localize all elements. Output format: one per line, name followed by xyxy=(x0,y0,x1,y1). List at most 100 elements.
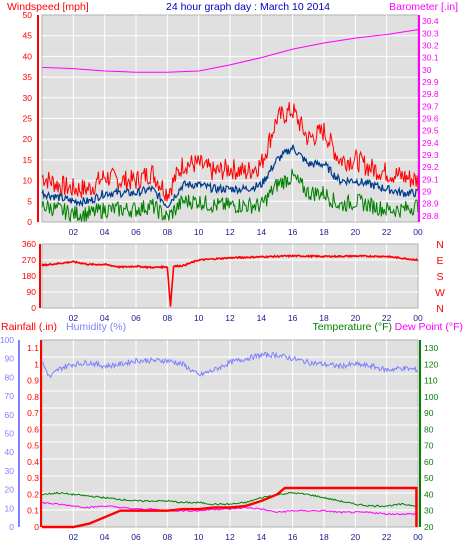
wind-x-tick-label: 12 xyxy=(225,227,235,237)
temperature-y-tick-label: 60 xyxy=(424,457,434,467)
rainfall-series xyxy=(42,486,418,529)
wind-panel xyxy=(41,14,419,223)
temperature-y-tick-label: 90 xyxy=(424,408,434,418)
humidity-y-tick-label: 80 xyxy=(5,372,15,382)
wind-low-series xyxy=(41,168,419,223)
direction-x-tick-label: 12 xyxy=(225,313,235,323)
direction-x-tick-label: 00 xyxy=(413,313,423,323)
barometer-y-tick-label: 30.1 xyxy=(422,53,439,63)
graph-title: 24 hour graph day : March 10 2014 xyxy=(166,1,330,13)
wind-gust-series xyxy=(41,101,419,202)
rainfall-y-tick-label: 1 xyxy=(34,359,39,369)
barometer-y-tick-label: 29 xyxy=(422,187,432,197)
temperature-y-tick-label: 120 xyxy=(424,359,438,369)
direction-y-tick-label: 180 xyxy=(22,271,36,281)
rainfall-y-tick-label: 0.5 xyxy=(27,441,39,451)
wind-y-tick-label: 35 xyxy=(23,72,33,82)
humidity-y-tick-label: 60 xyxy=(5,410,15,420)
weather-x-tick-label: 02 xyxy=(69,532,79,542)
direction-y-tick-label: 90 xyxy=(27,287,37,297)
direction-y-tick-label: 360 xyxy=(22,239,36,249)
wind-y-tick-label: 20 xyxy=(23,134,33,144)
direction-compass-label: W xyxy=(435,287,445,299)
direction-x-tick-label: 08 xyxy=(163,313,173,323)
temperature-series xyxy=(41,491,419,508)
wind-y-tick-label: 50 xyxy=(23,10,33,20)
barometer-y-tick-label: 28.9 xyxy=(422,199,439,209)
humidity-y-tick-label: 0 xyxy=(9,522,14,532)
temperature-y-tick-label: 50 xyxy=(424,473,434,483)
barometer-y-tick-label: 29.3 xyxy=(422,150,439,160)
direction-x-tick-label: 06 xyxy=(131,313,141,323)
wind-x-tick-label: 00 xyxy=(413,227,423,237)
wind-x-tick-label: 02 xyxy=(69,227,79,237)
barometer-y-tick-label: 30.3 xyxy=(422,28,439,38)
direction-y-tick-label: 0 xyxy=(31,303,36,313)
wind-x-tick-label: 18 xyxy=(319,227,329,237)
weather-x-tick-label: 00 xyxy=(413,532,423,542)
wind-x-tick-label: 16 xyxy=(288,227,298,237)
barometer-y-tick-label: 30.2 xyxy=(422,40,439,50)
barometer-y-tick-label: 29.8 xyxy=(422,89,439,99)
wind-x-tick-label: 10 xyxy=(194,227,204,237)
marks-layer: 0510152025303540455028.828.92929.129.229… xyxy=(0,10,445,542)
barometer-y-tick-label: 29.7 xyxy=(422,101,439,111)
wind-x-tick-label: 20 xyxy=(351,227,361,237)
barometer-y-tick-label: 29.9 xyxy=(422,77,439,87)
weather-x-tick-label: 04 xyxy=(100,532,110,542)
barometer-series xyxy=(41,29,419,73)
humidity-y-tick-label: 40 xyxy=(5,447,15,457)
direction-x-tick-label: 18 xyxy=(319,313,329,323)
rainfall-y-tick-label: 0.9 xyxy=(27,376,39,386)
temperature-y-tick-label: 40 xyxy=(424,489,434,499)
wind-x-tick-label: 22 xyxy=(382,227,392,237)
rainfall-y-tick-label: 0.6 xyxy=(27,424,39,434)
wind-y-tick-label: 25 xyxy=(23,114,33,124)
wind-y-tick-label: 10 xyxy=(23,176,33,186)
wind-y-tick-label: 15 xyxy=(23,155,33,165)
direction-x-tick-label: 20 xyxy=(351,313,361,323)
direction-x-tick-label: 10 xyxy=(194,313,204,323)
barometer-y-tick-label: 29.6 xyxy=(422,114,439,124)
wind-y-tick-label: 40 xyxy=(23,51,33,61)
barometer-y-tick-label: 28.8 xyxy=(422,211,439,221)
humidity-y-tick-label: 90 xyxy=(5,354,15,364)
barometer-y-tick-label: 29.2 xyxy=(422,162,439,172)
direction-y-tick-label: 270 xyxy=(22,255,36,265)
wind-x-tick-label: 06 xyxy=(131,227,141,237)
rainfall-y-tick-label: 0.7 xyxy=(27,408,39,418)
direction-x-tick-label: 02 xyxy=(69,313,79,323)
weather-panel xyxy=(41,339,419,528)
rainfall-axis-title: Rainfall (.in) xyxy=(1,321,57,333)
wind-y-tick-label: 45 xyxy=(23,31,33,41)
rainfall-y-tick-label: 0.3 xyxy=(27,473,39,483)
direction-compass-label: N xyxy=(436,239,444,251)
rainfall-y-tick-label: 0.8 xyxy=(27,392,39,402)
weather-x-tick-label: 18 xyxy=(319,532,329,542)
wind-x-tick-label: 08 xyxy=(163,227,173,237)
humidity-series xyxy=(41,351,419,379)
wind-x-tick-label: 04 xyxy=(100,227,110,237)
wind-y-tick-label: 0 xyxy=(27,217,32,227)
wind-average-series xyxy=(41,144,419,209)
wind-y-tick-label: 30 xyxy=(23,93,33,103)
direction-compass-label: S xyxy=(436,271,443,283)
temperature-y-tick-label: 100 xyxy=(424,392,438,402)
panels-layer xyxy=(41,14,419,528)
humidity-y-tick-label: 50 xyxy=(5,429,15,439)
temperature-y-tick-label: 70 xyxy=(424,441,434,451)
rainfall-y-tick-label: 0.4 xyxy=(27,457,39,467)
barometer-y-tick-label: 30 xyxy=(422,65,432,75)
windspeed-axis-title: Windspeed [mph] xyxy=(7,1,89,13)
direction-x-tick-label: 04 xyxy=(100,313,110,323)
barometer-y-tick-label: 29.1 xyxy=(422,174,439,184)
humidity-y-tick-label: 70 xyxy=(5,391,15,401)
wind-y-tick-label: 5 xyxy=(27,196,32,206)
direction-x-tick-label: 16 xyxy=(288,313,298,323)
weather-x-tick-label: 08 xyxy=(163,532,173,542)
temperature-y-tick-label: 30 xyxy=(424,506,434,516)
barometer-y-tick-label: 29.5 xyxy=(422,126,439,136)
weather-x-tick-label: 16 xyxy=(288,532,298,542)
temperature-axis-title: Temperature (°F) xyxy=(313,321,392,333)
